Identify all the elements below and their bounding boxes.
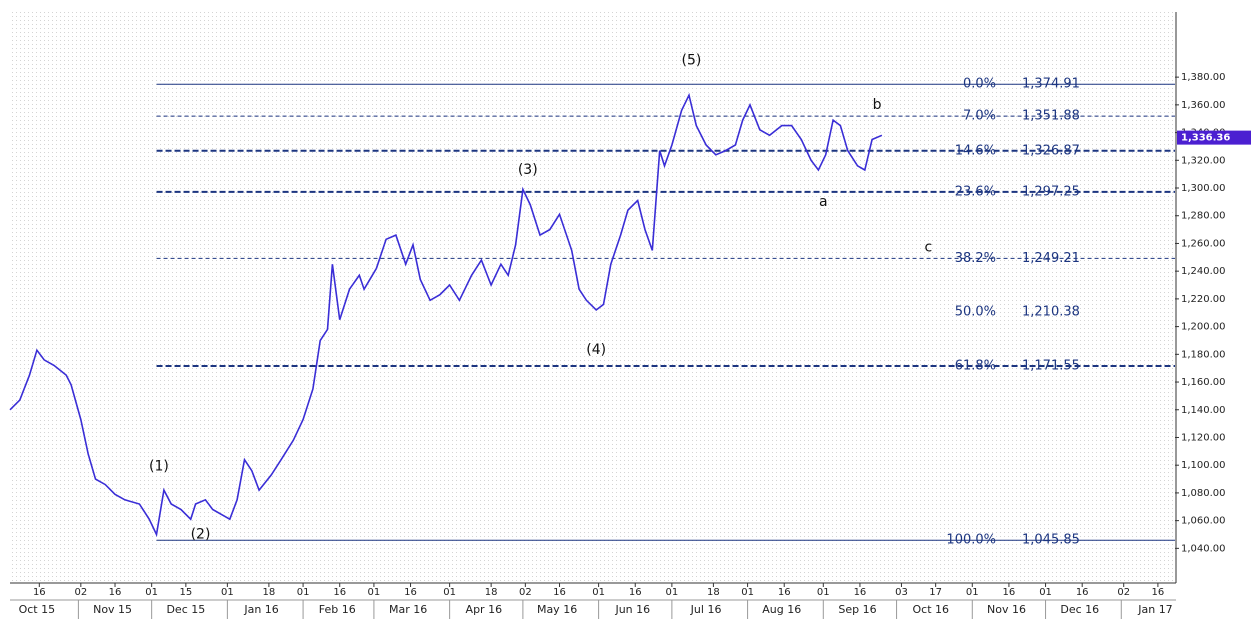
- wave-label: (4): [586, 342, 606, 358]
- x-tick-label: 16: [1152, 587, 1165, 598]
- x-tick-label: 16: [553, 587, 566, 598]
- fib-value: 1,351.88: [1022, 109, 1080, 124]
- x-tick-label: 18: [707, 587, 720, 598]
- x-tick-label: 01: [443, 587, 456, 598]
- month-label: Feb 16: [319, 603, 356, 616]
- fib-value: 1,045.85: [1022, 533, 1080, 548]
- x-tick-label: 16: [404, 587, 417, 598]
- wave-label: b: [873, 97, 882, 113]
- x-tick-label: 02: [519, 587, 532, 598]
- x-tick-label: 16: [33, 587, 46, 598]
- y-tick-label: 1,180.00: [1181, 349, 1226, 360]
- y-tick-label: 1,140.00: [1181, 405, 1226, 416]
- x-tick-label: 16: [629, 587, 642, 598]
- x-tick-label: 16: [854, 587, 867, 598]
- y-tick-label: 1,060.00: [1181, 516, 1226, 527]
- x-tick-label: 01: [368, 587, 381, 598]
- plot-background: [10, 12, 1175, 583]
- x-tick-label: 16: [1003, 587, 1016, 598]
- x-tick-label: 01: [297, 587, 310, 598]
- wave-label: (1): [149, 459, 169, 475]
- month-label: Nov 16: [987, 603, 1026, 616]
- month-label: Nov 15: [93, 603, 132, 616]
- wave-label: c: [924, 240, 932, 256]
- last-price-box: [1177, 130, 1251, 145]
- x-tick-label: 01: [221, 587, 234, 598]
- x-tick-label: 16: [333, 587, 346, 598]
- x-tick-label: 02: [74, 587, 87, 598]
- x-tick-label: 01: [741, 587, 754, 598]
- fib-value: 1,249.21: [1022, 251, 1080, 266]
- fib-value: 1,326.87: [1022, 143, 1080, 158]
- x-tick-label: 18: [485, 587, 498, 598]
- wave-label: a: [819, 194, 828, 210]
- fib-percent: 100.0%: [946, 533, 996, 548]
- month-label: Jan 17: [1137, 603, 1172, 616]
- wave-label: (5): [681, 53, 701, 69]
- x-tick-label: 01: [145, 587, 158, 598]
- fib-percent: 14.6%: [955, 143, 996, 158]
- month-label: Oct 15: [19, 603, 56, 616]
- x-tick-label: 01: [817, 587, 830, 598]
- fib-percent: 50.0%: [955, 305, 996, 320]
- x-tick-label: 03: [895, 587, 908, 598]
- fib-percent: 38.2%: [955, 251, 996, 266]
- x-tick-label: 16: [109, 587, 122, 598]
- price-line: [9, 92, 883, 538]
- fib-percent: 61.8%: [955, 359, 996, 374]
- y-tick-label: 1,240.00: [1181, 266, 1226, 277]
- x-tick-label: 01: [666, 587, 679, 598]
- y-tick-label: 1,080.00: [1181, 488, 1226, 499]
- x-tick-label: 01: [592, 587, 605, 598]
- x-tick-label: 02: [1117, 587, 1130, 598]
- y-tick-label: 1,360.00: [1181, 100, 1226, 111]
- y-tick-label: 1,320.00: [1181, 155, 1226, 166]
- fib-value: 1,374.91: [1022, 77, 1080, 92]
- fib-value: 1,297.25: [1022, 184, 1080, 199]
- y-tick-label: 1,380.00: [1181, 72, 1226, 83]
- x-tick-label: 16: [1076, 587, 1089, 598]
- y-tick-label: 1,100.00: [1181, 460, 1226, 471]
- y-tick-label: 1,300.00: [1181, 183, 1226, 194]
- month-label: Jul 16: [690, 603, 722, 616]
- month-label: Oct 16: [913, 603, 950, 616]
- month-label: May 16: [537, 603, 577, 616]
- x-tick-label: 16: [778, 587, 791, 598]
- x-tick-label: 18: [263, 587, 276, 598]
- x-tick-label: 01: [1039, 587, 1052, 598]
- month-label: Dec 16: [1060, 603, 1099, 616]
- wave-label: (2): [191, 526, 211, 542]
- last-price-label: 1,336.36: [1181, 133, 1230, 144]
- month-label: Jun 16: [614, 603, 650, 616]
- y-tick-label: 1,120.00: [1181, 432, 1226, 443]
- month-label: Mar 16: [389, 603, 427, 616]
- fib-percent: 7.0%: [963, 109, 996, 124]
- y-tick-label: 1,220.00: [1181, 294, 1226, 305]
- fib-value: 1,210.38: [1022, 305, 1080, 320]
- month-label: Aug 16: [762, 603, 801, 616]
- month-label: Sep 16: [838, 603, 876, 616]
- month-label: Apr 16: [466, 603, 503, 616]
- x-tick-label: 15: [179, 587, 192, 598]
- month-label: Dec 15: [166, 603, 205, 616]
- y-tick-label: 1,160.00: [1181, 377, 1226, 388]
- fib-percent: 0.0%: [963, 77, 996, 92]
- fib-percent: 23.6%: [955, 184, 996, 199]
- y-tick-label: 1,200.00: [1181, 322, 1226, 333]
- y-tick-label: 1,040.00: [1181, 543, 1226, 554]
- fib-value: 1,171.55: [1022, 359, 1080, 374]
- wave-label: (3): [518, 162, 538, 178]
- y-tick-label: 1,260.00: [1181, 238, 1226, 249]
- y-tick-label: 1,280.00: [1181, 211, 1226, 222]
- x-tick-label: 17: [929, 587, 942, 598]
- x-tick-label: 01: [966, 587, 979, 598]
- month-label: Jan 16: [243, 603, 278, 616]
